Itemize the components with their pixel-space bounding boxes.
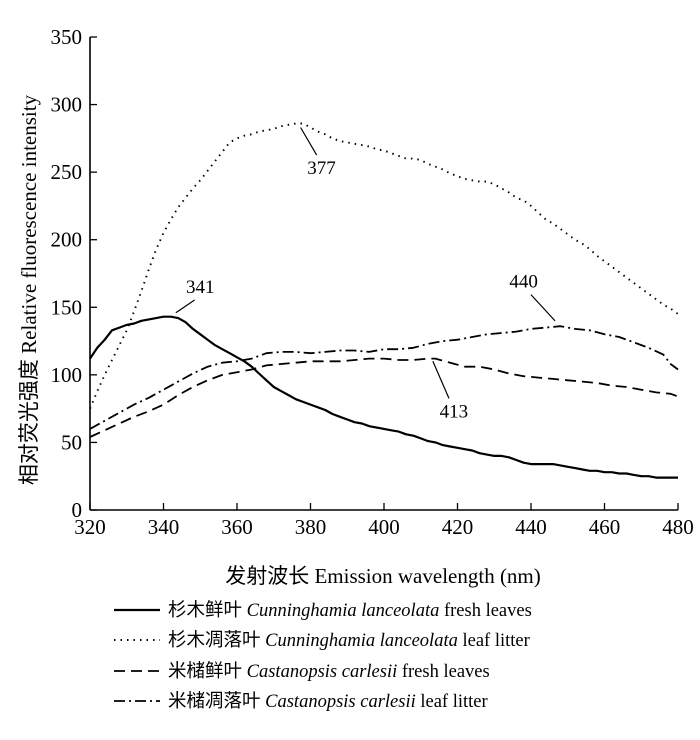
legend-label-4: 米槠凋落叶 Castanopsis carlesii leaf litter	[168, 691, 488, 712]
x-tick-label-480: 480	[662, 515, 694, 539]
annotation-label-1: 341	[186, 277, 215, 298]
x-tick-label-460: 460	[589, 515, 621, 539]
x-tick-label-440: 440	[515, 515, 547, 539]
series-line-2	[89, 122, 679, 409]
annotation-label-2: 377	[307, 158, 336, 179]
y-tick-label-200: 200	[51, 228, 83, 252]
legend-label-1: 杉木鲜叶 Cunninghamia lanceolata fresh leave…	[168, 600, 532, 621]
annotation-label-4: 440	[509, 272, 538, 293]
legend-label-2: 杉木凋落叶 Cunninghamia lanceolata leaf litte…	[168, 630, 530, 651]
x-tick-label-320: 320	[74, 515, 106, 539]
legend-label-3: 米槠鲜叶 Castanopsis carlesii fresh leaves	[168, 661, 490, 682]
y-tick-label-350: 350	[51, 25, 83, 49]
annotation-leader-3	[432, 361, 450, 399]
y-tick-label-300: 300	[51, 93, 83, 117]
x-tick-label-400: 400	[368, 515, 400, 539]
y-tick-label-150: 150	[51, 295, 83, 319]
axes: 320 340 360 380 400 420 440 460 480 0 50 100 150 200 2…	[51, 25, 694, 539]
y-axis-title: 相对荧光强度 Relative fluorescence intensity	[17, 94, 41, 485]
x-tick-label-360: 360	[221, 515, 253, 539]
x-tick-label-380: 380	[295, 515, 327, 539]
y-tick-label-50: 50	[61, 430, 82, 454]
series-layer	[89, 122, 679, 479]
y-tick-label-100: 100	[51, 363, 83, 387]
series-line-1	[89, 315, 678, 479]
legend: 杉木鲜叶 Cunninghamia lanceolata fresh leave…	[114, 600, 532, 712]
y-tick-label-0: 0	[72, 498, 83, 522]
x-tick-label-340: 340	[148, 515, 180, 539]
annotation-leader-2	[300, 127, 318, 156]
annotations: 341 377 413 440	[175, 127, 556, 422]
series-line-4	[89, 325, 679, 430]
annotation-leader-1	[175, 299, 195, 314]
x-tick-label-420: 420	[442, 515, 474, 539]
series-line-3	[89, 357, 679, 438]
x-axis-title: 发射波长 Emission wavelength (nm)	[225, 564, 541, 588]
y-tick-label-250: 250	[51, 160, 83, 184]
annotation-label-3: 413	[440, 401, 469, 422]
annotation-leader-4	[530, 294, 556, 322]
